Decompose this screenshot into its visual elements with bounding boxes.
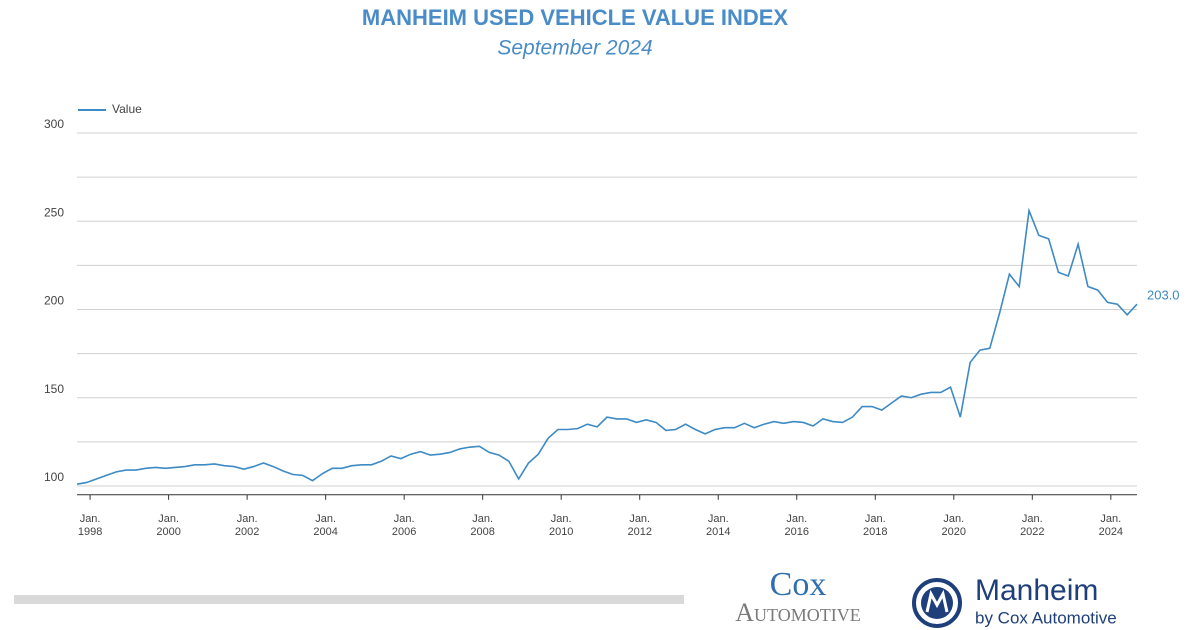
- x-tick-label: Jan. 1998: [78, 513, 102, 538]
- data-line: [76, 207, 1138, 485]
- value-label: 203.0: [1147, 288, 1180, 303]
- chart-title: MANHEIM USED VEHICLE VALUE INDEX: [362, 5, 789, 30]
- brand-text: Automotive: [735, 598, 860, 627]
- x-tick-label: Jan. 2012: [627, 513, 651, 538]
- legend-label: Value: [112, 102, 142, 116]
- x-tick-label: Jan. 2018: [863, 513, 887, 538]
- x-tick-label: Jan. 2000: [156, 513, 180, 538]
- footer-bar: [14, 595, 684, 604]
- brand-text: by Cox Automotive: [975, 608, 1117, 627]
- x-tick-label: Jan. 2020: [942, 513, 966, 538]
- x-tick-label: Jan. 2008: [470, 513, 494, 538]
- chart-subtitle: September 2024: [497, 37, 652, 60]
- x-tick-label: Jan. 2004: [313, 513, 337, 538]
- brand-text: Manheim: [975, 574, 1098, 607]
- x-tick-label: Jan. 2002: [235, 513, 259, 538]
- x-tick-label: Jan. 2014: [706, 513, 730, 538]
- x-tick-label: Jan. 2022: [1020, 513, 1044, 538]
- x-tick-label: Jan. 2016: [785, 513, 809, 538]
- y-tick-label: 300: [44, 117, 64, 131]
- brand-logo: [925, 589, 949, 613]
- y-tick-label: 200: [44, 294, 64, 308]
- brand-logo: [912, 578, 962, 628]
- y-tick-label: 250: [44, 205, 64, 219]
- y-tick-label: 150: [44, 382, 64, 396]
- y-tick-label: 100: [44, 470, 64, 484]
- brand-text: Cox: [770, 566, 827, 603]
- x-tick-label: Jan. 2006: [392, 513, 416, 538]
- x-tick-label: Jan. 2024: [1099, 513, 1123, 538]
- x-tick-label: Jan. 2010: [549, 513, 573, 538]
